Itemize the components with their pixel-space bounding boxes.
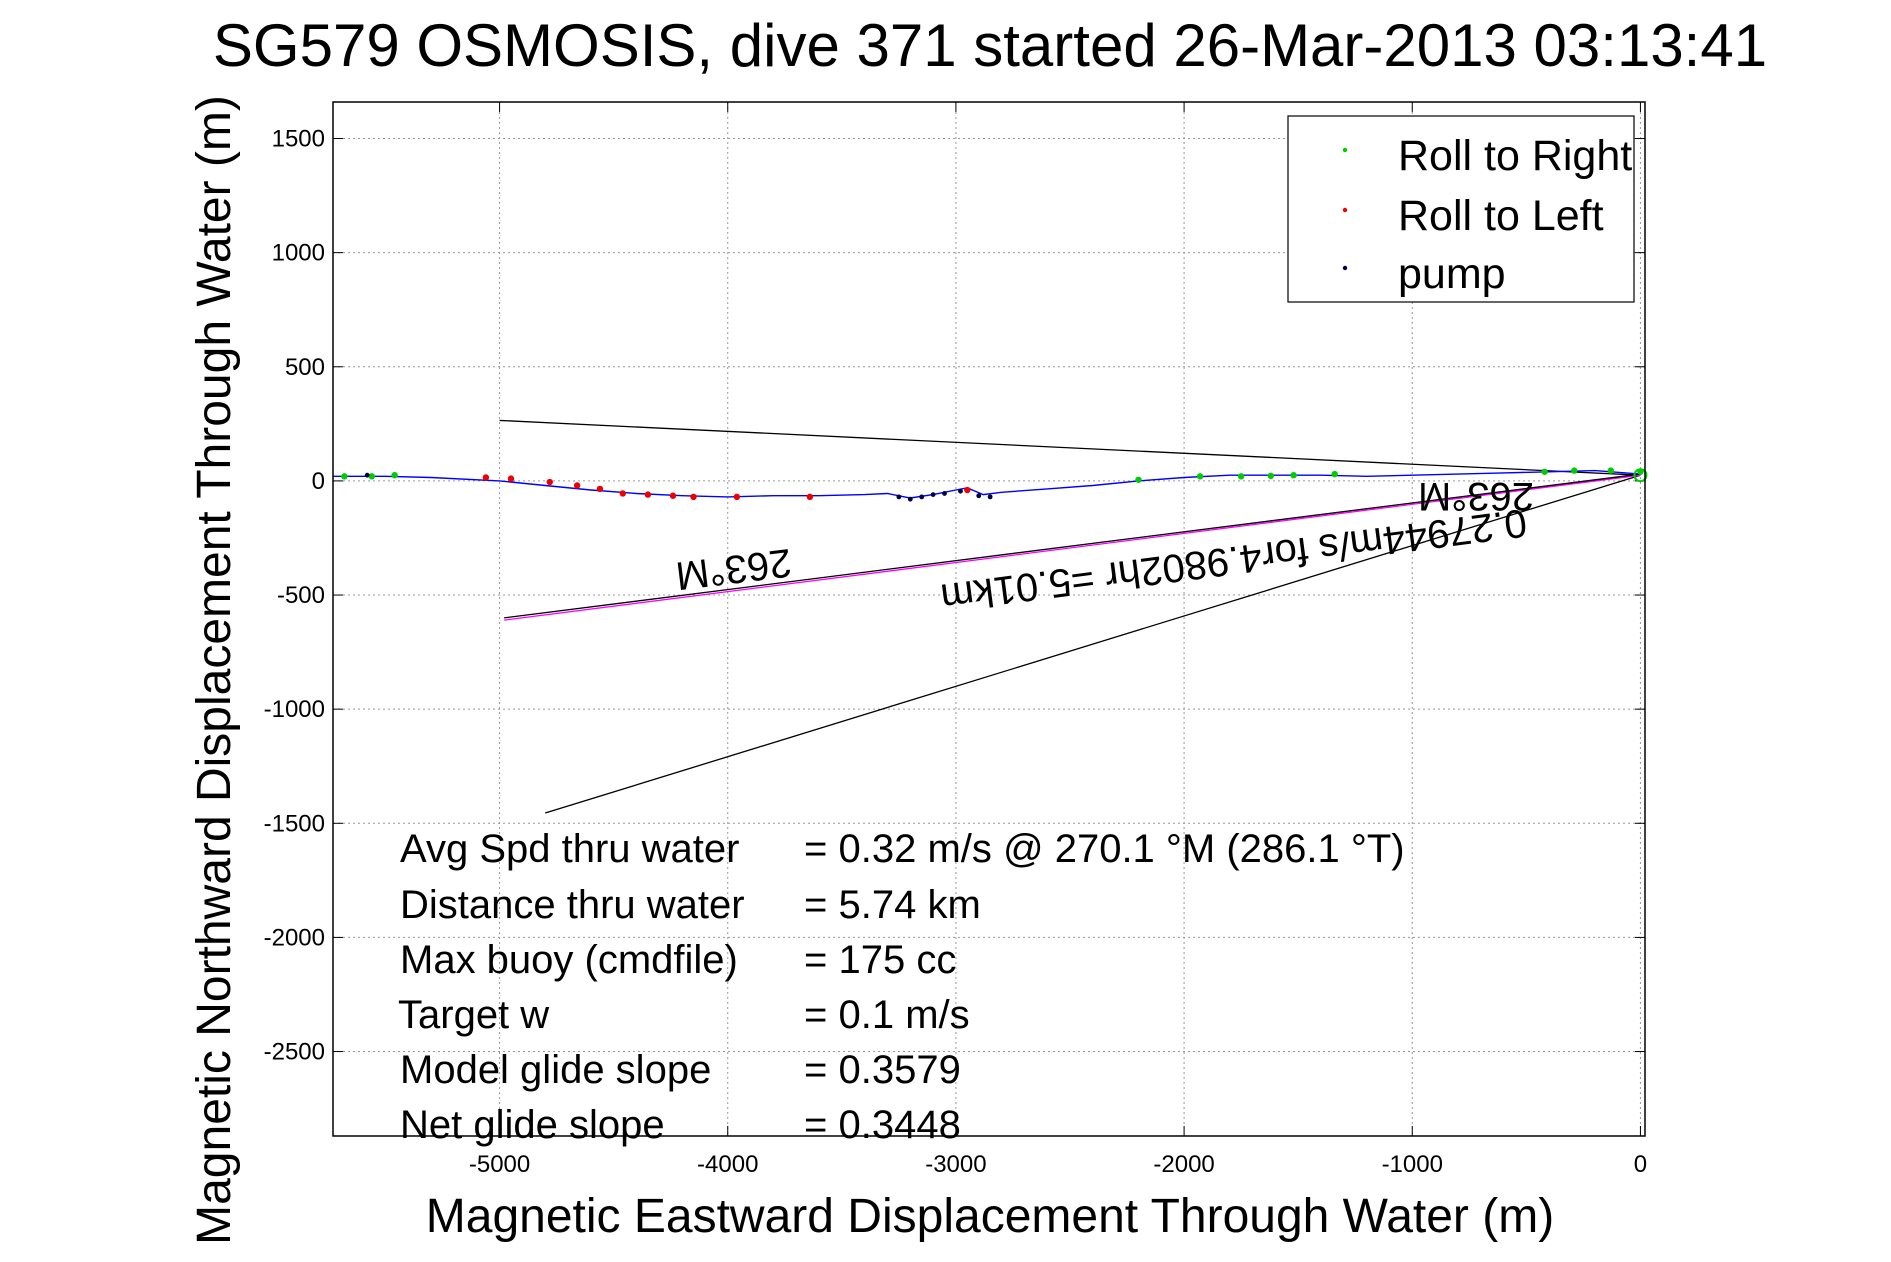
stat-label-distance: Distance thru water (400, 883, 745, 927)
pump-point (942, 491, 947, 496)
roll-left-point (733, 493, 741, 501)
stat-value-distance: = 5.74 km (804, 883, 981, 927)
grid (333, 102, 1645, 1136)
roll-right-point (1267, 472, 1274, 480)
pump-point (976, 493, 982, 499)
roll-left-point (619, 490, 626, 497)
chart-title: SG579 OSMOSIS, dive 371 started 26-Mar-2… (213, 12, 1767, 79)
legend-label-pump: pump (1398, 250, 1506, 298)
y-tick-label: 1000 (272, 240, 325, 267)
roll-right-point (1541, 468, 1548, 475)
roll-right-point (1237, 473, 1245, 480)
roll-right-point (1331, 470, 1338, 478)
stats-block: Avg Spd thru water = 0.32 m/s @ 270.1 °M… (398, 827, 1405, 1147)
x-tick-label: -2000 (1153, 1151, 1214, 1178)
line-upper-bearing (499, 419, 1641, 476)
stat-label-model-glide: Model glide slope (400, 1048, 711, 1092)
roll-left-point (482, 474, 490, 481)
legend-label-roll-right: Roll to Right (1398, 132, 1632, 180)
pump-point (364, 472, 370, 478)
roll-left-point (806, 493, 814, 501)
roll-left-point (507, 475, 515, 482)
legend: Roll to Right Roll to Left pump (1287, 115, 1635, 303)
y-tick-label: -2000 (264, 924, 325, 951)
annotation-heading-top: 263°M (1418, 474, 1534, 518)
stat-label-max-buoy: Max buoy (cmdfile) (400, 938, 738, 982)
x-tick-label: -3000 (925, 1151, 986, 1178)
y-tick-label: 1500 (272, 126, 325, 153)
axes-frame (332, 101, 1646, 1137)
roll-right-point (1135, 476, 1142, 483)
pump-point (987, 494, 993, 500)
stat-value-max-buoy: = 175 cc (804, 938, 956, 982)
x-tick-label: 0 (1634, 1151, 1647, 1178)
stat-label-net-glide: Net glide slope (400, 1103, 665, 1147)
stat-value-target-w: = 0.1 m/s (804, 993, 970, 1037)
roll-right-point (391, 471, 398, 479)
y-tick-label: 500 (285, 354, 325, 381)
roll-left-point (964, 486, 971, 494)
pump-point (896, 494, 902, 500)
pump-point (919, 494, 925, 500)
roll-left-point (690, 493, 697, 501)
x-tick-label: -4000 (697, 1151, 758, 1178)
pump-point (930, 492, 936, 498)
x-axis-label: Magnetic Eastward Displacement Through W… (426, 1190, 1554, 1243)
line-lower-bearing (545, 474, 1641, 814)
x-tick-label: -5000 (469, 1151, 530, 1178)
roll-left-point (573, 482, 581, 489)
line-black-heading (504, 473, 1641, 619)
roll-left-point (644, 491, 652, 498)
roll-right-point (368, 473, 375, 480)
stat-label-target-w: Target w (398, 993, 549, 1037)
roll-left-point (546, 478, 553, 486)
ticks: -5000 -4000 -3000 -2000 -1000 0 1500 1000 500 0 -5… (264, 102, 1647, 1178)
roll-right-point (341, 473, 348, 480)
legend-label-roll-left: Roll to Left (1398, 192, 1604, 240)
stat-value-avg-speed: = 0.32 m/s @ 270.1 °M (286.1 °T) (804, 827, 1405, 871)
y-tick-label: -1000 (264, 696, 325, 723)
annotation-speed: 0.27944m/s for4.9802hr =5.01km (938, 500, 1529, 620)
roll-right-point (1196, 473, 1204, 480)
data-marks (333, 419, 1648, 814)
end-point-marker (1633, 468, 1648, 483)
roll-right-point (1607, 467, 1614, 474)
legend-marker-roll-left (1342, 207, 1348, 213)
y-tick-label: 0 (312, 468, 325, 495)
x-tick-label: -1000 (1382, 1151, 1443, 1178)
roll-right-point (1290, 471, 1297, 479)
y-tick-label: -1500 (264, 810, 325, 837)
y-axis-label: Magnetic Northward Displacement Through … (188, 95, 241, 1245)
legend-marker-roll-right (1342, 147, 1348, 153)
pump-point (958, 488, 963, 494)
stat-label-avg-speed: Avg Spd thru water (400, 827, 739, 871)
roll-left-point (596, 485, 604, 493)
roll-left-point (669, 492, 677, 499)
annotation-heading-mid: 263°M (673, 540, 794, 598)
stat-value-net-glide: = 0.3448 (804, 1103, 961, 1147)
stat-value-model-glide: = 0.3579 (804, 1048, 961, 1092)
y-tick-label: -500 (277, 582, 325, 609)
pump-point (907, 496, 913, 502)
legend-marker-pump (1342, 265, 1348, 271)
roll-right-point (1571, 467, 1578, 474)
y-tick-label: -2500 (264, 1039, 325, 1066)
line-magenta-heading (504, 474, 1641, 621)
